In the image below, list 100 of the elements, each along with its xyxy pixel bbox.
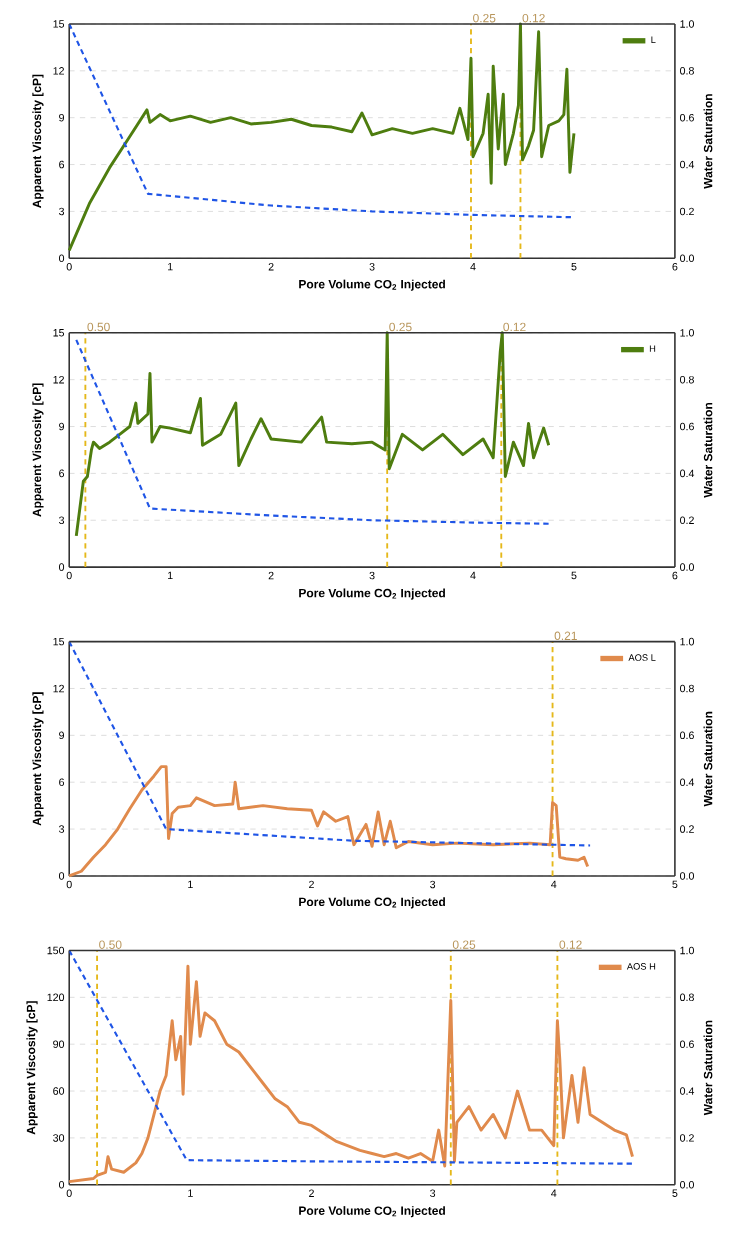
- x-tick-label: 4: [551, 880, 557, 888]
- annotation: 0.50: [87, 322, 110, 332]
- annotation: 0.12: [503, 322, 526, 332]
- x-tick-label: 3: [369, 262, 375, 271]
- y2-tick-label: 0.8: [679, 993, 694, 1002]
- y2-tick-label: 1.0: [680, 20, 694, 28]
- y2-tick-label: 0.0: [679, 1180, 694, 1189]
- x-tick-label: 0: [66, 262, 72, 271]
- y-tick-label: 6: [59, 778, 64, 786]
- x-tick-label: 1: [188, 880, 193, 888]
- y-tick-label: 120: [47, 993, 65, 1002]
- y-axis-title: Apparent Viscosity [cP]: [32, 383, 44, 517]
- y2-tick-label: 0.6: [679, 113, 694, 122]
- y2-tick-label: 1.0: [680, 946, 694, 955]
- x-axis-title: Pore Volume CO$_{2}$ Injected: [299, 279, 445, 291]
- y-axis-title: Apparent Viscosity [cP]: [26, 1001, 38, 1135]
- x-tick-label: 2: [309, 1189, 314, 1197]
- y-tick-label: 0: [58, 872, 65, 880]
- y-axis-title: Apparent Viscosity [cP]: [32, 692, 44, 826]
- annotation: 0.50: [99, 940, 122, 949]
- y2-tick-label: 0.2: [679, 207, 694, 216]
- annotation: 0.21: [554, 631, 577, 641]
- y2-tick-label: 0.4: [679, 1087, 695, 1095]
- x-tick-label: 1: [167, 571, 173, 580]
- x-tick-label: 1: [167, 262, 173, 271]
- y-tick-label: 15: [53, 637, 65, 646]
- y2-axis-title: Water Saturation: [703, 94, 713, 189]
- x-tick-label: 0: [66, 1189, 72, 1197]
- line-series: [67, 765, 590, 878]
- x-tick-label: 2: [268, 571, 274, 580]
- y-tick-label: 12: [53, 684, 64, 693]
- legend-label: AOS H: [626, 963, 656, 970]
- y2-tick-label: 0.2: [679, 825, 694, 833]
- y2-tick-label: 0.2: [679, 516, 694, 524]
- y-tick-label: 30: [53, 1134, 65, 1142]
- y-tick-label: 0: [58, 1180, 65, 1189]
- x-tick-label: 5: [672, 880, 678, 889]
- y-tick-label: 60: [53, 1087, 65, 1095]
- legend-label: H: [649, 345, 656, 352]
- x-tick-label: 3: [369, 571, 375, 580]
- y2-tick-label: 0.0: [679, 254, 694, 263]
- y2-tick-label: 0.8: [679, 375, 694, 384]
- y2-axis-title: Water Saturation: [703, 403, 713, 498]
- legend-label: L: [651, 36, 656, 43]
- x-tick-label: 0: [66, 571, 72, 580]
- annotation: 0.25: [389, 322, 412, 332]
- y2-tick-label: 0.6: [679, 1040, 694, 1048]
- y-tick-label: 9: [59, 422, 64, 431]
- y2-tick-label: 0.0: [679, 872, 694, 880]
- y-tick-label: 6: [59, 160, 64, 169]
- x-tick-label: 0: [66, 880, 72, 889]
- x-tick-label: 4: [551, 1189, 557, 1197]
- x-tick-label: 5: [571, 571, 577, 580]
- y-tick-label: 12: [53, 375, 64, 384]
- x-tick-label: 2: [309, 880, 314, 889]
- y-tick-label: 9: [59, 113, 64, 122]
- x-tick-label: 5: [672, 1189, 678, 1197]
- y-tick-label: 15: [53, 20, 65, 28]
- y2-tick-label: 0.0: [679, 563, 694, 571]
- x-tick-label: 2: [268, 262, 274, 271]
- x-axis-title: Pore Volume CO$_{2}$ Injected: [299, 1206, 445, 1218]
- y2-tick-label: 1.0: [680, 637, 694, 646]
- y2-tick-label: 0.4: [679, 778, 695, 786]
- annotation: 0.12: [559, 940, 582, 949]
- x-tick-label: 4: [470, 262, 476, 271]
- line-series: [67, 22, 576, 252]
- y-tick-label: 3: [58, 207, 64, 216]
- annotation: 0.25: [473, 13, 496, 23]
- y2-axis-title: Water Saturation: [703, 711, 713, 807]
- y2-tick-label: 0.4: [679, 469, 695, 478]
- x-tick-label: 3: [430, 1189, 436, 1197]
- x-axis-title: Pore Volume CO$_{2}$ Injected: [299, 588, 445, 600]
- x-axis-title: Pore Volume CO$_{2}$ Injected: [299, 897, 445, 909]
- x-tick-label: 6: [672, 571, 678, 580]
- y2-axis-title: Water Saturation: [703, 1020, 713, 1116]
- x-tick-label: 6: [672, 262, 678, 271]
- legend-label: AOS L: [628, 654, 656, 661]
- x-tick-label: 3: [430, 880, 436, 889]
- y-axis-title: Apparent Viscosity [cP]: [32, 74, 44, 208]
- y-tick-label: 15: [53, 329, 65, 337]
- annotation: 0.25: [452, 940, 476, 949]
- y2-tick-label: 0.6: [679, 731, 694, 740]
- y-tick-label: 0: [58, 254, 65, 263]
- y2-tick-label: 0.2: [679, 1134, 694, 1142]
- x-tick-label: 5: [571, 262, 577, 271]
- annotation: 0.12: [522, 13, 545, 23]
- line-series: [69, 641, 592, 847]
- y2-tick-label: 0.8: [679, 67, 694, 75]
- y2-tick-label: 1.0: [680, 329, 694, 337]
- y2-tick-label: 0.6: [679, 422, 694, 431]
- y-tick-label: 90: [53, 1040, 65, 1048]
- x-tick-label: 4: [470, 571, 476, 580]
- y-tick-label: 0: [58, 563, 65, 571]
- y-tick-label: 150: [47, 946, 65, 955]
- y2-tick-label: 0.4: [679, 160, 695, 169]
- y2-tick-label: 0.8: [679, 684, 694, 693]
- x-tick-label: 1: [188, 1189, 193, 1197]
- y-tick-label: 9: [59, 731, 64, 740]
- y-tick-label: 12: [53, 67, 64, 75]
- y-tick-label: 6: [59, 469, 64, 478]
